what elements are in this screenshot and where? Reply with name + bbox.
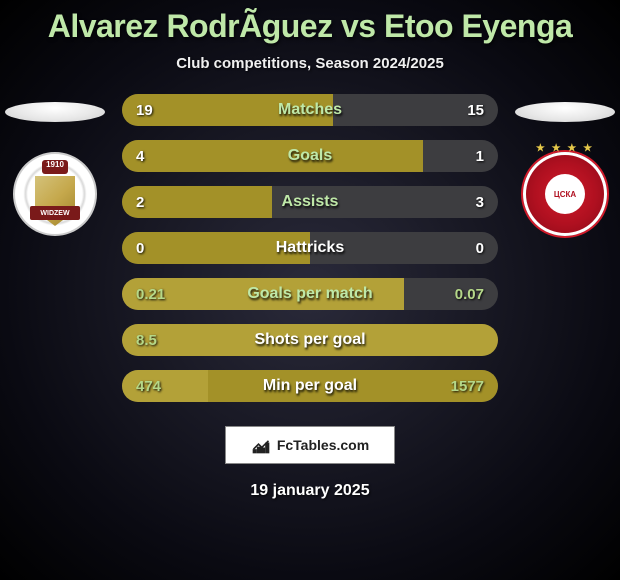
page-title: Alvarez RodrÃ­guez vs Etoo Eyenga: [48, 8, 573, 45]
comparison-row: 1910 WIDZEW 1915Matches 41Goals 23Assists 0…: [0, 94, 620, 402]
stat-label: Matches: [122, 101, 498, 119]
stat-row: 4741577Min per goal: [122, 370, 498, 402]
left-nation-flag: [5, 102, 105, 122]
right-player-side: ★ ★ ★ ★ ЦСКА: [510, 94, 620, 236]
left-badge-banner: WIDZEW: [30, 206, 80, 220]
subtitle: Club competitions, Season 2024/2025: [176, 55, 444, 72]
stat-row: 0.210.07Goals per match: [122, 278, 498, 310]
right-club-badge: ★ ★ ★ ★ ЦСКА: [523, 152, 607, 236]
stat-row: 00Hattricks: [122, 232, 498, 264]
right-nation-flag: [515, 102, 615, 122]
chart-icon: [251, 435, 271, 455]
stat-row: 1915Matches: [122, 94, 498, 126]
right-badge-stars: ★ ★ ★ ★: [526, 143, 604, 154]
stat-label: Goals: [122, 147, 498, 165]
stat-label: Hattricks: [122, 239, 498, 257]
stats-column: 1915Matches 41Goals 23Assists 00Hattricks 0.…: [122, 94, 498, 402]
stat-label: Shots per goal: [122, 331, 498, 349]
stat-row: 41Goals: [122, 140, 498, 172]
stat-label: Assists: [122, 193, 498, 211]
footer-logo[interactable]: FcTables.com: [225, 426, 395, 464]
stat-row: 23Assists: [122, 186, 498, 218]
left-club-badge: 1910 WIDZEW: [13, 152, 97, 236]
footer-logo-label: FcTables.com: [277, 437, 369, 453]
stat-label: Goals per match: [122, 285, 498, 303]
left-badge-year: 1910: [46, 160, 64, 169]
date-label: 19 january 2025: [250, 482, 369, 500]
right-badge-inner: ЦСКА: [545, 174, 585, 214]
stat-row: 8.5Shots per goal: [122, 324, 498, 356]
stat-label: Min per goal: [122, 377, 498, 395]
left-player-side: 1910 WIDZEW: [0, 94, 110, 236]
